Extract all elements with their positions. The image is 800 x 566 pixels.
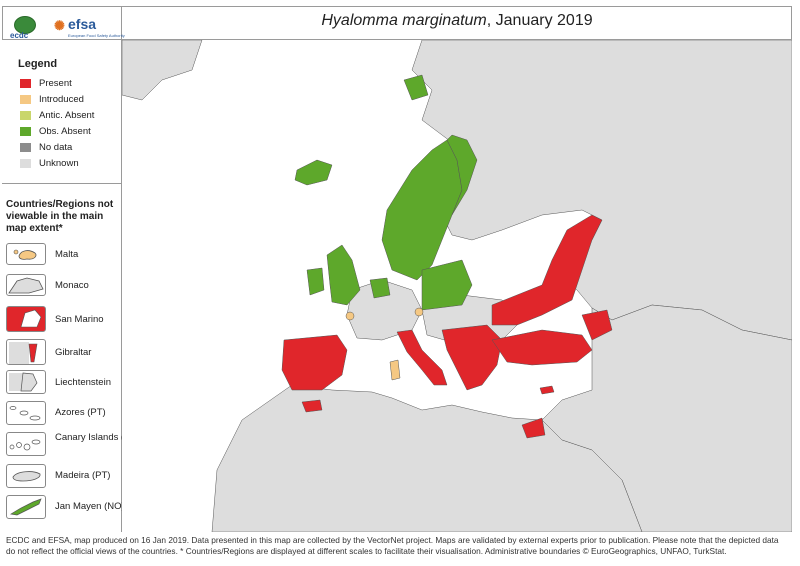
jan-mayen-shape-icon [10,498,42,516]
inset-san-marino [6,306,46,332]
azores-shape-icon [9,406,41,421]
inset-label-canary-islands: Canary Islands (ES) [55,432,141,443]
great-britain [326,244,361,306]
netherlands-belgium [369,277,391,299]
introduced-site [345,311,355,321]
gibraltar-shape-icon [9,342,38,364]
efsa-logo-text: efsa [68,16,97,32]
legend-label: Introduced [39,94,84,105]
inset-monaco [6,274,46,296]
map-footer: ECDC and EFSA, map produced on 16 Jan 20… [6,535,792,557]
caucasus [581,309,613,341]
efsa-mark-icon: ✺ [54,18,65,33]
legend-label: Obs. Absent [39,126,91,137]
efsa-logo: ✺ efsa European Food Safety Authority [54,16,125,42]
inset-azores [6,401,46,425]
inset-liechtenstein [6,370,46,394]
liechtenstein-shape-icon [9,372,38,392]
inset-jan-mayen [6,495,46,519]
inset-label-jan-mayen: Jan Mayen (NO) [55,501,125,512]
legend-swatch-unknown [20,159,31,168]
legend-swatch-introduced [20,95,31,104]
madeira-shape-icon [12,471,41,482]
poland-baltic [421,259,473,311]
inset-canary-islands [6,432,46,456]
legend-swatch-obs-absent [20,127,31,136]
inset-label-malta: Malta [55,249,79,260]
ireland [306,267,325,296]
footer-line-2: do not reflect the official views of the… [6,546,727,556]
balkans [441,324,503,391]
legend-title: Legend [18,58,58,70]
inset-label-monaco: Monaco [55,280,89,291]
san-marino-shape-icon [20,309,42,328]
ecdc-logo: ecdc [10,16,48,42]
inset-label-azores: Azores (PT) [55,407,106,418]
legend-swatch-antic-absent [20,111,31,120]
legend-label: Antic. Absent [39,110,95,121]
scandinavia [381,139,463,281]
legend-swatch-present [20,79,31,88]
canary-islands-shape-icon [9,439,41,451]
inset-gibraltar [6,339,46,365]
species-name: Hyalomma marginatum [321,12,487,29]
svalbard [403,74,429,101]
inset-label-madeira: Madeira (PT) [55,470,111,481]
introduced-site [414,307,424,317]
levant [521,417,546,439]
legend-divider [2,183,122,184]
legend-label: No data [39,142,73,153]
globe-icon [14,16,36,34]
cyprus [539,385,555,395]
iceland [294,159,333,186]
inset-madeira [6,464,46,488]
inset-label-san-marino: San Marino [55,314,104,325]
inset-label-gibraltar: Gibraltar [55,347,92,358]
main-map [122,40,792,532]
italy [396,329,448,386]
title-date: , January 2019 [486,12,593,29]
legend-label: Unknown [39,158,79,169]
iberia [281,334,348,391]
logo-area: ecdc ✺ efsa European Food Safety Authori… [2,6,125,42]
inset-label-liechtenstein: Liechtenstein [55,377,111,388]
not-viewable-title: Countries/Regions not viewable in the ma… [6,199,114,234]
morocco-red [301,399,323,413]
legend-label: Present [39,78,72,89]
header-bar [2,6,792,40]
arctic-land [122,40,203,101]
ecdc-logo-text: ecdc [10,31,29,40]
inset-malta [6,243,46,265]
turkey [491,329,593,366]
footer-line-1: ECDC and EFSA, map produced on 16 Jan 20… [6,535,779,545]
monaco-shape-icon [8,277,44,294]
russia-region [411,40,792,341]
map-canvas [122,40,792,532]
eastern-europe-red [491,214,603,326]
map-title: Hyalomma marginatum, January 2019 [122,12,792,30]
legend-swatch-no-data [20,143,31,152]
finland [446,134,478,216]
efsa-logo-subtitle: European Food Safety Authority [68,33,125,38]
sardinia [389,359,401,381]
malta-shape-icon [13,249,37,260]
